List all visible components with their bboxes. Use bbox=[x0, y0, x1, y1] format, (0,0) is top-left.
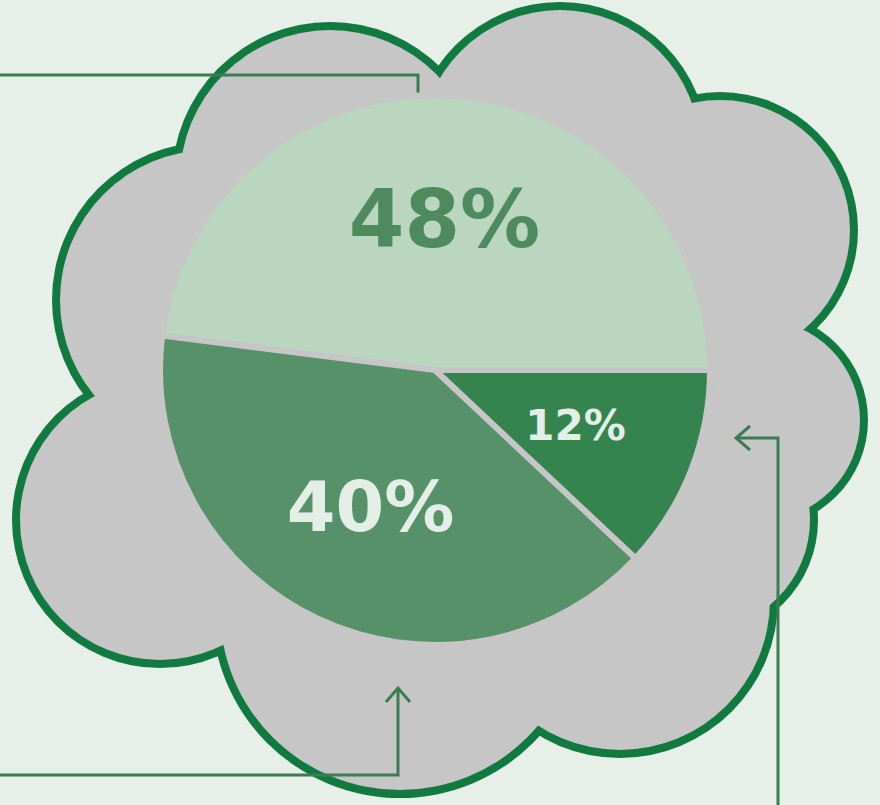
svg-text:12%: 12% bbox=[525, 401, 626, 450]
svg-text:48%: 48% bbox=[349, 173, 540, 266]
svg-text:40%: 40% bbox=[287, 466, 455, 548]
